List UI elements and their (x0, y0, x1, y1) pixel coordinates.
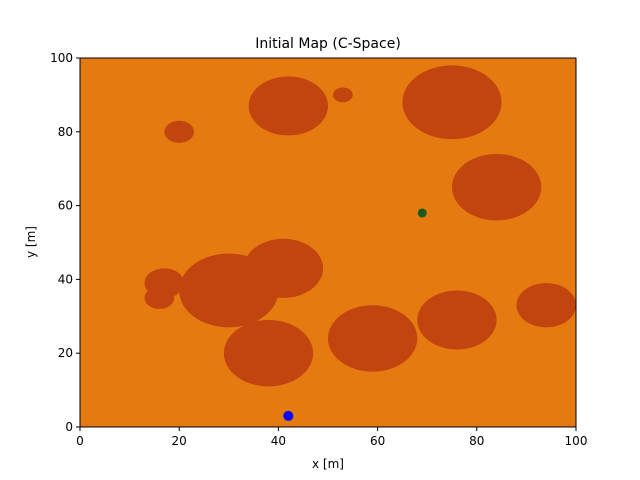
y-tick-label: 20 (58, 346, 73, 360)
obstacle (144, 286, 175, 309)
y-tick-label: 0 (65, 420, 73, 434)
y-tick-label: 60 (58, 199, 73, 213)
obstacle (179, 253, 279, 328)
x-tick-label: 20 (172, 434, 187, 448)
plot-frame (79, 57, 577, 428)
obstacle (516, 283, 576, 328)
y-axis-label: y [m] (24, 226, 38, 258)
obstacle (332, 87, 353, 103)
x-tick-label: 0 (76, 434, 84, 448)
obstacle (452, 153, 542, 221)
x-axis-label: x [m] (312, 457, 344, 471)
goal-point (417, 208, 427, 218)
obstacle (248, 76, 328, 136)
y-axis: 0 20 40 60 80 100 (50, 51, 80, 434)
x-axis: 0 20 40 60 80 100 (76, 427, 587, 448)
y-tick-label: 100 (50, 51, 73, 65)
x-tick-label: 100 (565, 434, 588, 448)
obstacle (328, 305, 418, 372)
x-tick-label: 80 (469, 434, 484, 448)
point-layer (283, 208, 427, 421)
obstacle (417, 290, 497, 350)
y-tick-label: 80 (58, 125, 73, 139)
obstacle (164, 120, 195, 143)
x-tick-label: 60 (370, 434, 385, 448)
y-tick-label: 40 (58, 272, 73, 286)
chart-title: Initial Map (C-Space) (255, 36, 401, 52)
start-point (283, 410, 294, 421)
x-tick-label: 40 (271, 434, 286, 448)
obstacle-layer (144, 65, 576, 387)
plot-area (80, 58, 576, 427)
obstacle (223, 319, 314, 387)
obstacle (402, 65, 502, 140)
